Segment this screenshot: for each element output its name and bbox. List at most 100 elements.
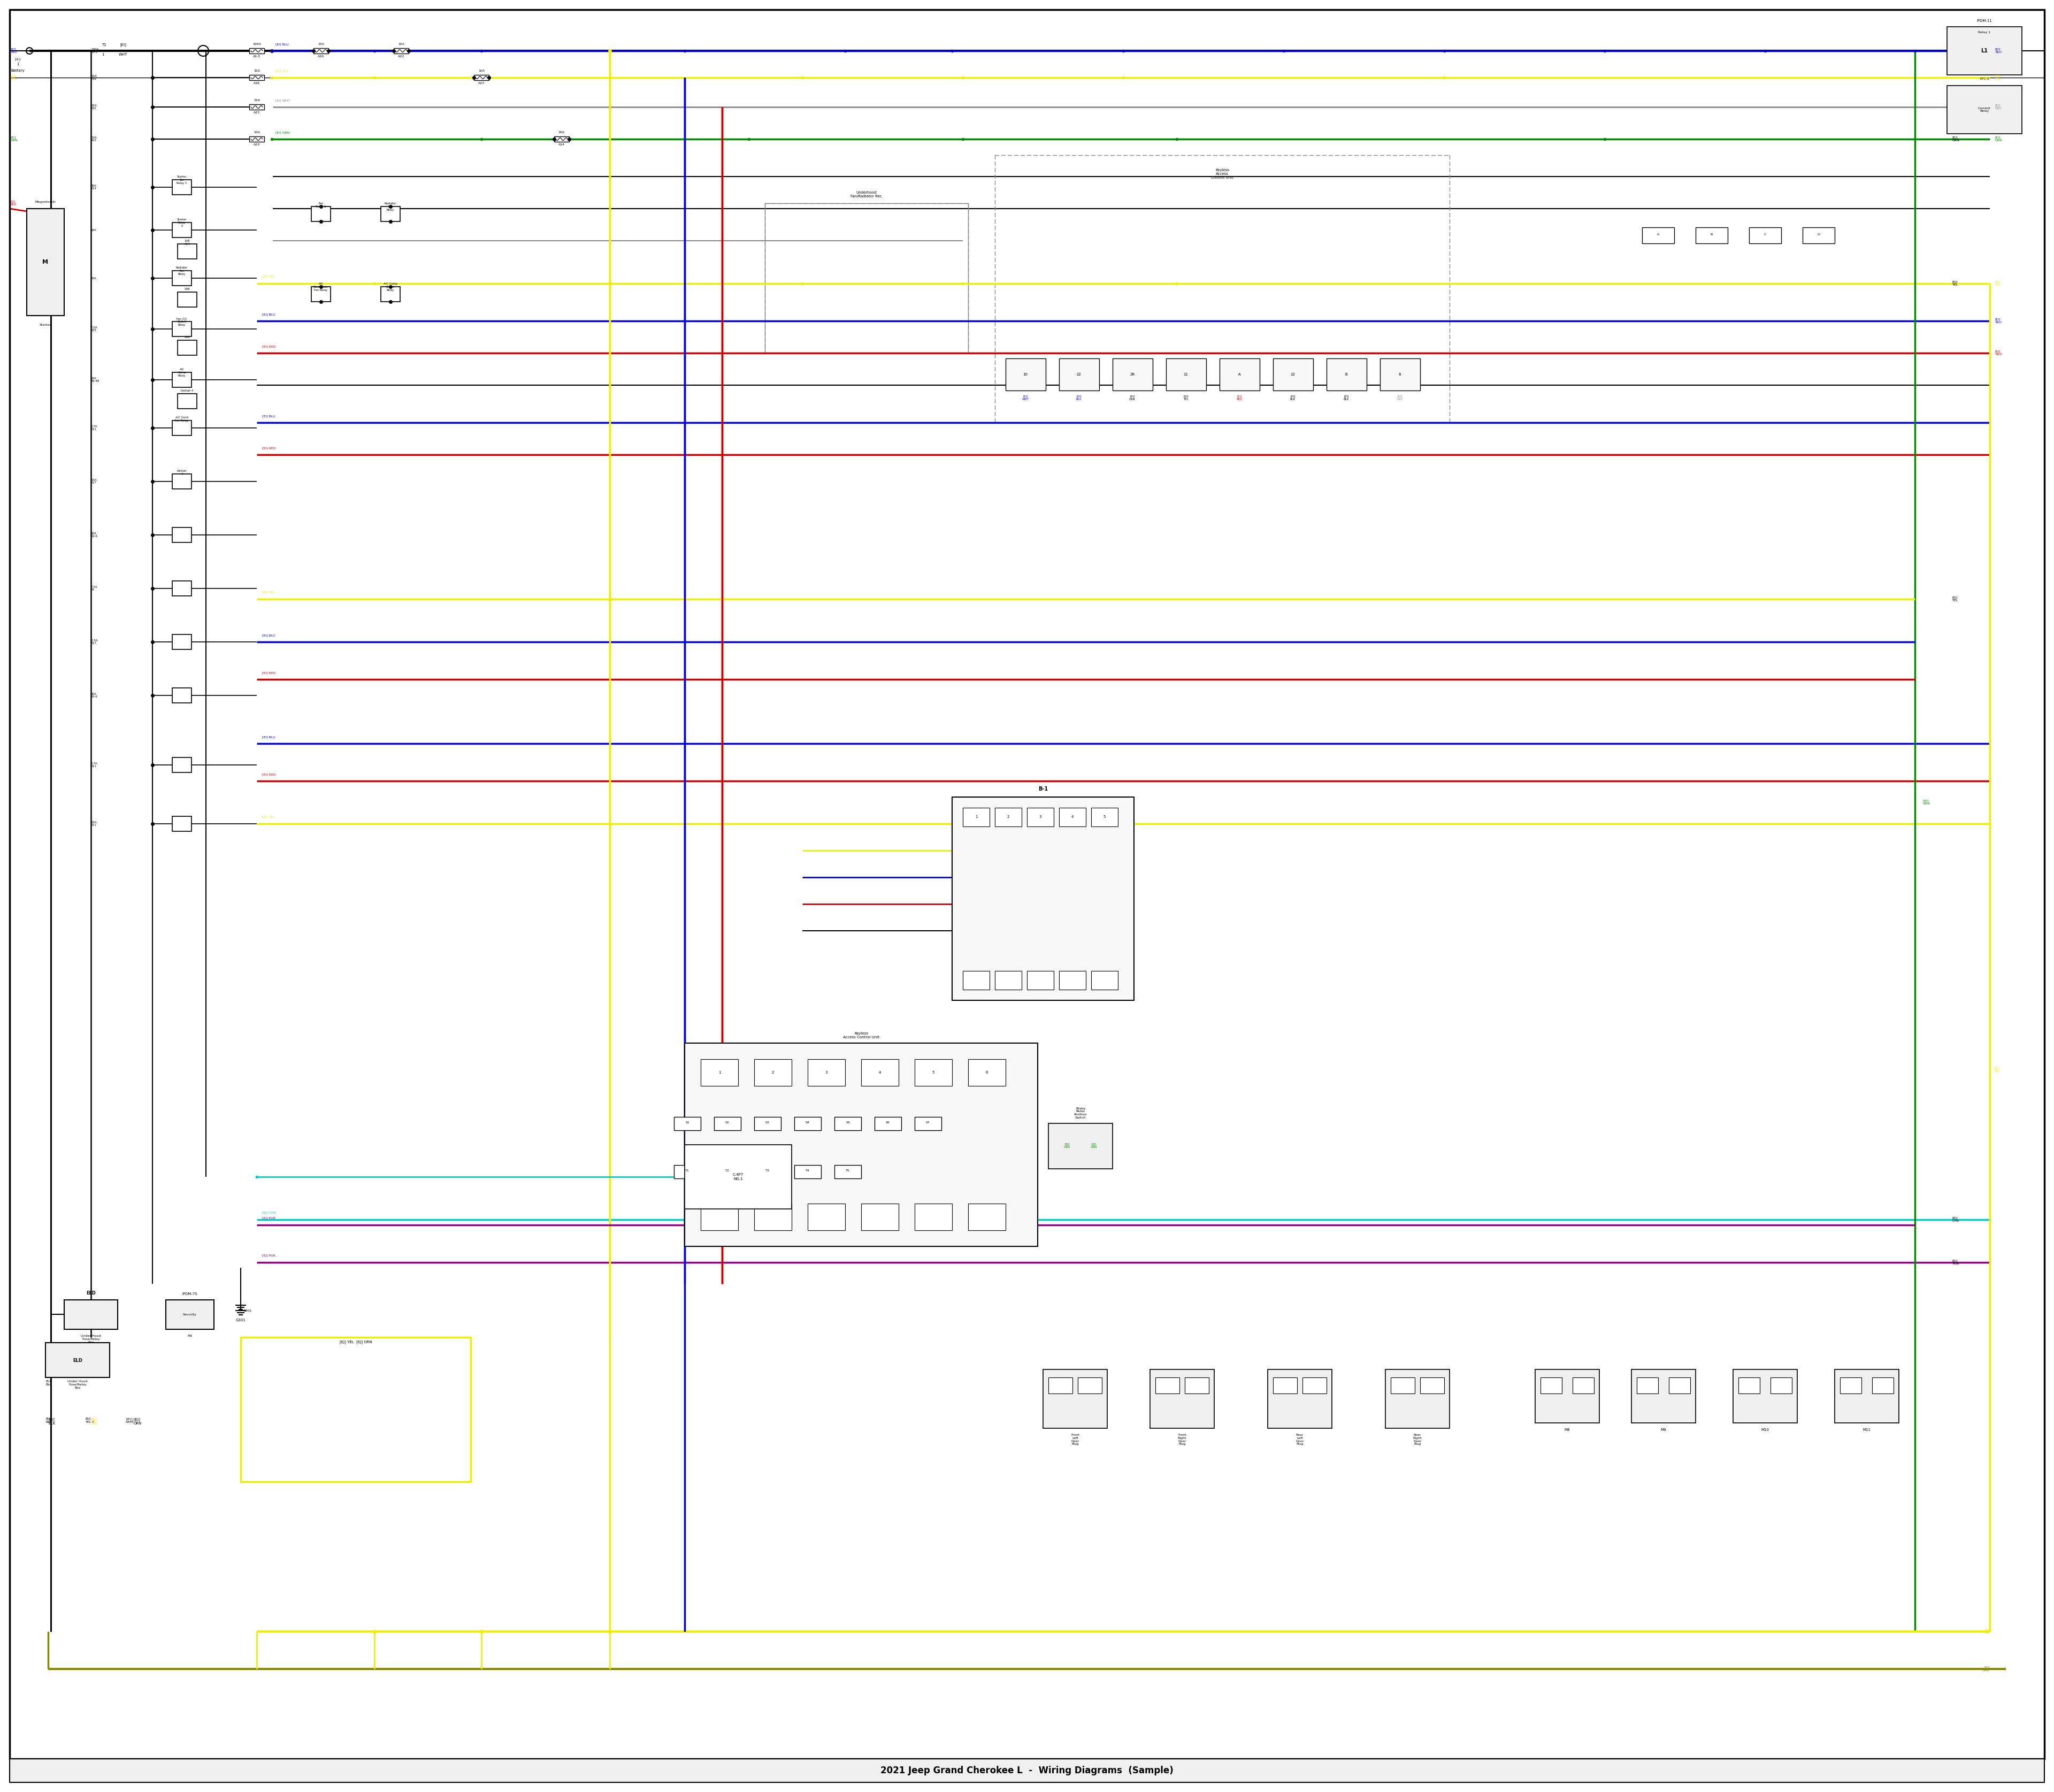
Bar — [555, 136, 569, 142]
Text: Starter
Relay
2: Starter Relay 2 — [177, 219, 187, 228]
Text: 30A
A2-6: 30A A2-6 — [90, 532, 99, 538]
Bar — [173, 421, 191, 435]
Text: [EI]
GRN: [EI] GRN — [10, 136, 18, 142]
Text: 2: 2 — [772, 1072, 774, 1073]
Text: 100A: 100A — [253, 43, 261, 45]
Text: [EJ] YEL  [EJ] ORN: [EJ] YEL [EJ] ORN — [339, 1340, 372, 1344]
Text: C: C — [1764, 233, 1766, 235]
Bar — [173, 373, 191, 387]
Text: C-4P7
NG-1: C-4P7 NG-1 — [733, 1174, 744, 1181]
Text: 10A
A23: 10A A23 — [90, 136, 97, 142]
Text: Front
Left
Door
Plug: Front Left Door Plug — [1070, 1434, 1080, 1446]
Text: 1.5A
A17: 1.5A A17 — [90, 640, 99, 645]
Text: A16: A16 — [253, 82, 261, 84]
Bar — [674, 1165, 700, 1177]
Bar — [1540, 1378, 1561, 1394]
Text: M8: M8 — [1565, 1428, 1569, 1432]
Text: [EI]
GRY: [EI] GRY — [1397, 394, 1403, 401]
Text: B: B — [1711, 233, 1713, 235]
Text: 2.7A
A11: 2.7A A11 — [90, 425, 99, 430]
Text: M: M — [43, 260, 49, 265]
Bar — [1871, 1378, 1894, 1394]
Text: Fan C/C
Clutch
Relay: Fan C/C Clutch Relay — [177, 317, 187, 326]
Text: Keyless
Access
Control Unit: Keyless Access Control Unit — [1212, 168, 1234, 179]
Text: [EI] BLU: [EI] BLU — [263, 414, 275, 418]
Text: T4: T4 — [805, 1168, 809, 1172]
Text: [EJ] PUR: [EJ] PUR — [263, 1254, 275, 1256]
Text: [EI] RED: [EI] RED — [263, 346, 275, 348]
Text: 14B: 14B — [185, 335, 189, 339]
Text: [EJ]
YEL: [EJ] YEL — [1984, 1629, 1990, 1634]
Text: T3: T3 — [766, 1168, 770, 1172]
Text: [EI]
GRN: [EI] GRN — [1994, 136, 2003, 142]
Text: A23: A23 — [253, 143, 261, 145]
Text: 2R: 2R — [1130, 373, 1134, 376]
Text: Battery: Battery — [10, 70, 25, 72]
Bar — [754, 1059, 791, 1086]
Bar — [45, 1342, 109, 1378]
Bar — [249, 136, 265, 142]
Text: B-1: B-1 — [1037, 787, 1048, 792]
Bar — [1185, 1378, 1210, 1394]
Text: 15A: 15A — [253, 99, 261, 102]
Bar — [173, 179, 191, 195]
Bar — [795, 1116, 822, 1131]
Text: 2: 2 — [1006, 815, 1009, 819]
Text: A/C
Condenser
Fan Relay: A/C Condenser Fan Relay — [314, 283, 329, 292]
Bar — [1750, 228, 1781, 244]
Text: Security: Security — [183, 1314, 197, 1315]
Text: [EI]
YEL: [EI] YEL — [10, 75, 16, 81]
Text: Starter
Car
Relay 1: Starter Car Relay 1 — [177, 176, 187, 185]
Text: (+): (+) — [14, 57, 21, 61]
Text: 3: 3 — [826, 1072, 828, 1073]
Text: Under Hood
Fuse/Relay
Box: Under Hood Fuse/Relay Box — [68, 1380, 88, 1389]
Bar — [166, 1299, 214, 1330]
Text: 14B
A14: 14B A14 — [185, 240, 189, 246]
Text: [EI]
RED: [EI] RED — [1994, 349, 2003, 357]
Bar — [1150, 1369, 1214, 1428]
Text: [EJ]
PUR: [EJ] PUR — [1953, 1260, 1960, 1265]
Bar — [700, 1204, 737, 1231]
Text: 10: 10 — [1023, 373, 1027, 376]
Text: A16: A16 — [318, 56, 325, 57]
Bar — [240, 1337, 470, 1482]
Bar — [312, 287, 331, 301]
Text: 20A
A6-99: 20A A6-99 — [90, 376, 101, 383]
Bar — [1738, 1378, 1760, 1394]
Bar — [1220, 358, 1259, 391]
Text: [EJ]
YEL: [EJ] YEL — [1994, 281, 2001, 287]
Text: A: A — [1658, 233, 1660, 235]
Text: A/C
Comp
Relay: A/C Comp Relay — [179, 367, 187, 376]
Text: [EJ] PUR: [EJ] PUR — [263, 1217, 275, 1220]
Text: 20A: 20A — [90, 276, 97, 280]
Bar — [1267, 1369, 1331, 1428]
Bar — [173, 321, 191, 337]
Bar — [1091, 971, 1117, 989]
Bar — [684, 1043, 1037, 1247]
Text: 30A
A2-6: 30A A2-6 — [90, 692, 99, 699]
Bar — [1078, 1378, 1101, 1394]
Bar — [1154, 1378, 1179, 1394]
Text: ETC-S: ETC-S — [1980, 77, 1988, 81]
Bar — [994, 808, 1021, 826]
Bar — [173, 688, 191, 702]
Text: [EI] RED: [EI] RED — [263, 772, 275, 776]
Text: [EJ]
CYN: [EJ] CYN — [1953, 1217, 1960, 1222]
Text: T5: T5 — [846, 1168, 850, 1172]
Bar — [684, 1145, 791, 1210]
Text: M11: M11 — [1863, 1428, 1871, 1432]
Text: [EJ]
BLK: [EJ] BLK — [47, 1417, 55, 1425]
Bar — [1302, 1378, 1327, 1394]
Bar — [474, 75, 489, 81]
Bar — [1419, 1378, 1444, 1394]
Bar — [875, 1116, 902, 1131]
Text: T1: T1 — [101, 43, 107, 47]
Text: 1: 1 — [101, 54, 105, 56]
Bar — [173, 473, 191, 489]
Text: [EJ]
YEL: [EJ] YEL — [1953, 597, 1957, 602]
Text: D: D — [1818, 233, 1820, 235]
Bar — [394, 48, 409, 54]
Text: 8: 8 — [1399, 373, 1401, 376]
Text: [EI]
RED: [EI] RED — [1237, 394, 1243, 401]
Bar — [1273, 1378, 1298, 1394]
